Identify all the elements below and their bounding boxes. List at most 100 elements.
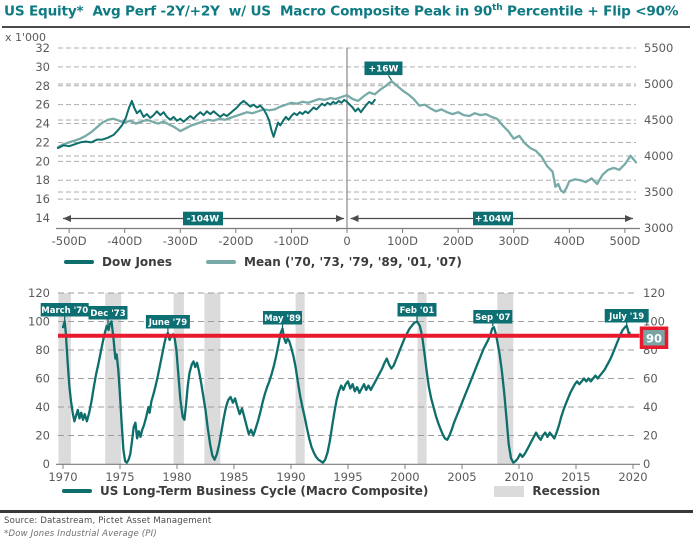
peak-flag — [88, 306, 128, 320]
y-right-tick-label: 120 — [643, 286, 665, 300]
x-tick-label: 200D — [443, 234, 474, 248]
recession-legend-label: Recession — [532, 484, 601, 498]
page-title: US Equity* Avg Perf -2Y/+2Y w/ US Macro … — [4, 3, 679, 20]
x-tick-label: 2010 — [504, 470, 533, 484]
peak-flag-label: March '70 — [41, 306, 88, 316]
title-superscript: th — [492, 3, 503, 13]
peak-flag — [604, 309, 649, 323]
y-right-tick-label: 5000 — [644, 77, 673, 91]
mean-line — [56, 79, 638, 194]
threshold-value-box — [639, 326, 669, 349]
y-left-tick-label: 40 — [35, 400, 50, 414]
y-left-tick-label: 120 — [28, 286, 50, 300]
x-tick-label: 100D — [387, 234, 418, 248]
threshold-value-label: 90 — [646, 331, 662, 345]
peak-flag — [40, 303, 89, 317]
business-cycle-line — [61, 320, 631, 464]
x-tick-label: 0 — [343, 234, 350, 248]
legend-item-business-cycle: US Long-Term Business Cycle (Macro Compo… — [62, 484, 428, 498]
x-tick-label: 1985 — [219, 470, 248, 484]
y-right-tick-label: 5500 — [644, 41, 673, 55]
peak-flag-label: Feb '01 — [400, 306, 435, 316]
y-right-tick-label: 3000 — [644, 221, 673, 235]
x-tick-label: 300D — [498, 234, 529, 248]
title-rule — [2, 26, 690, 28]
peak-flag-label: Dec '73 — [90, 309, 125, 319]
y-left-tick-label: 30 — [35, 60, 50, 74]
peak-flag-leader — [387, 75, 392, 81]
y-right-tick-label: 4500 — [644, 113, 673, 127]
x-tick-label: 1975 — [105, 470, 134, 484]
x-tick-label: -400D — [107, 234, 142, 248]
x-tick-label: 2000 — [390, 470, 419, 484]
post-peak-span-flag — [473, 211, 513, 226]
business-cycle-line-swatch — [62, 489, 92, 493]
x-tick-label: 1990 — [276, 470, 305, 484]
y-left-tick-label: 20 — [35, 429, 50, 443]
peak-flag-label: June '79 — [148, 318, 188, 328]
x-tick-label: -500D — [52, 234, 87, 248]
x-tick-label: 500D — [609, 234, 640, 248]
y-right-tick-label: 4000 — [644, 149, 673, 163]
x-tick-label: 2015 — [561, 470, 590, 484]
dow-jones-line-swatch — [64, 260, 94, 264]
dow-jones-legend-label: Dow Jones — [102, 255, 173, 269]
pre-peak-span-flag — [183, 211, 223, 226]
arrow-head — [350, 215, 359, 222]
x-tick-label: 400D — [554, 234, 585, 248]
legend-item-dow-jones: Dow Jones — [64, 255, 172, 269]
top-chart-unit-label: x 1'000 — [5, 31, 47, 44]
peak-flag-label: May '89 — [264, 314, 301, 324]
title-prefix: US Equity* Avg Perf -2Y/+2Y w/ US Macro … — [4, 3, 493, 20]
title-suffix: Percentile + Flip <90% — [502, 3, 679, 20]
y-left-tick-label: 22 — [35, 135, 50, 149]
peak-flag-label: July '19 — [608, 312, 644, 322]
x-tick-label: 2020 — [618, 470, 647, 484]
y-right-tick-label: 20 — [643, 429, 658, 443]
y-left-tick-label: 60 — [35, 372, 50, 386]
pre-peak-span-label: -104W — [187, 215, 220, 225]
legend-item-recession: Recession — [494, 484, 600, 498]
mean-legend-label: Mean ('70, '73, '79, '89, '01, '07) — [244, 255, 462, 269]
dow-jones-line — [57, 98, 376, 150]
y-left-tick-label: 100 — [28, 315, 50, 329]
peak-flag — [145, 315, 190, 329]
x-tick-label: -100D — [274, 234, 309, 248]
y-left-tick-label: 28 — [35, 79, 50, 93]
recession-swatch — [494, 485, 525, 497]
source-text: Source: Datastream, Pictet Asset Managem… — [4, 516, 212, 526]
top-chart-legend: Dow Jones Mean ('70, '73, '79, '89, '01,… — [64, 255, 462, 269]
x-tick-label: 1980 — [162, 470, 191, 484]
y-left-tick-label: 14 — [35, 211, 50, 225]
x-tick-label: -200D — [218, 234, 253, 248]
peak-flag-label: Sep '07 — [475, 313, 510, 323]
peak-flag — [263, 311, 302, 325]
y-left-tick-label: 24 — [35, 117, 50, 131]
y-left-tick-label: 0 — [43, 457, 50, 471]
x-tick-label: 1970 — [48, 470, 77, 484]
arrow-head — [625, 215, 633, 222]
y-right-tick-label: 0 — [643, 457, 650, 471]
y-right-tick-label: 60 — [643, 372, 658, 386]
peak-flag — [397, 303, 437, 317]
y-right-tick-label: 3500 — [644, 185, 673, 199]
arrow-head — [63, 215, 71, 222]
x-tick-label: -300D — [163, 234, 198, 248]
y-left-tick-label: 16 — [35, 192, 50, 206]
footnote-text: *Dow Jones Industrial Average (PI) — [4, 529, 157, 539]
arrow-head — [336, 215, 344, 222]
peak-flag-label: +16W — [368, 65, 398, 75]
y-left-tick-label: 32 — [35, 41, 50, 55]
peak-flag — [473, 310, 513, 324]
post-peak-span-label: +104W — [475, 215, 511, 225]
mean-line-swatch — [206, 260, 237, 264]
legend-item-mean: Mean ('70, '73, '79, '89, '01, '07) — [206, 255, 462, 269]
bottom-chart-legend: US Long-Term Business Cycle (Macro Compo… — [62, 484, 600, 498]
x-tick-label: 1995 — [333, 470, 362, 484]
y-left-tick-label: 26 — [35, 98, 50, 112]
x-tick-label: 2005 — [447, 470, 476, 484]
y-right-tick-label: 40 — [643, 400, 658, 414]
y-left-tick-label: 18 — [35, 173, 50, 187]
